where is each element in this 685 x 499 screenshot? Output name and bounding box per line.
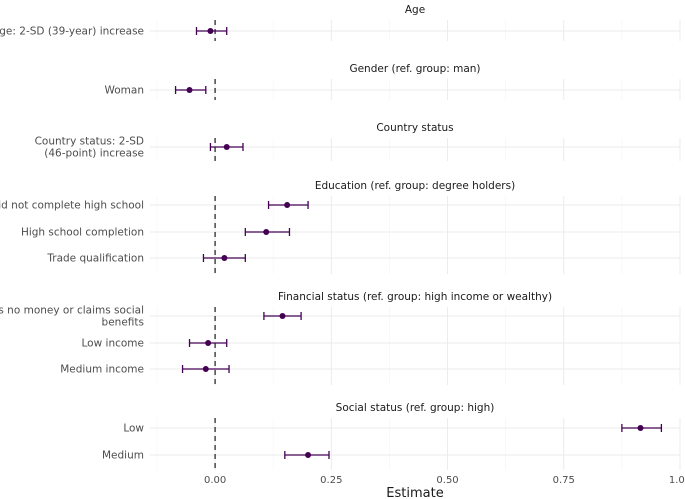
x-axis-title: Estimate (386, 486, 443, 499)
panel-title: Country status (376, 122, 453, 134)
row-label: High school completion (21, 227, 144, 239)
panel-title: Gender (ref. group: man) (349, 63, 480, 75)
estimate-point (207, 28, 214, 34)
estimate-point (186, 87, 193, 93)
row-label: Medium (102, 450, 144, 462)
panel-title: Age (405, 4, 425, 16)
estimate-point (263, 229, 270, 235)
x-tick-label: 1.00 (669, 475, 685, 486)
row-label: Low income (82, 338, 144, 350)
estimate-point (305, 452, 312, 458)
estimate-point (202, 366, 209, 372)
panel-title: Social status (ref. group: high) (336, 402, 495, 414)
panel-title: Education (ref. group: degree holders) (315, 180, 515, 192)
row-label: (46-point) increase (44, 148, 144, 160)
row-label: Trade qualification (46, 253, 144, 265)
x-tick-label: 0.50 (436, 475, 458, 486)
panel-title: Financial status (ref. group: high incom… (278, 291, 552, 303)
estimate-point (223, 144, 230, 150)
row-label: Woman (104, 85, 144, 97)
row-label: benefits (102, 317, 144, 329)
estimate-point (279, 313, 286, 319)
row-label: Low (123, 423, 144, 435)
estimate-point (205, 340, 212, 346)
x-tick-label: 0.75 (553, 475, 575, 486)
estimate-point (221, 255, 228, 261)
x-tick-label: 0.25 (320, 475, 342, 486)
row-label: Age: 2-SD (39-year) increase (0, 26, 144, 38)
row-label: Medium income (60, 364, 144, 376)
estimate-point (284, 202, 291, 208)
row-label: Did not complete high school (0, 200, 144, 212)
x-tick-label: 0.00 (204, 475, 226, 486)
row-label: Has no money or claims social (0, 305, 144, 317)
row-label: Country status: 2-SD (35, 136, 144, 148)
estimate-point (637, 425, 644, 431)
